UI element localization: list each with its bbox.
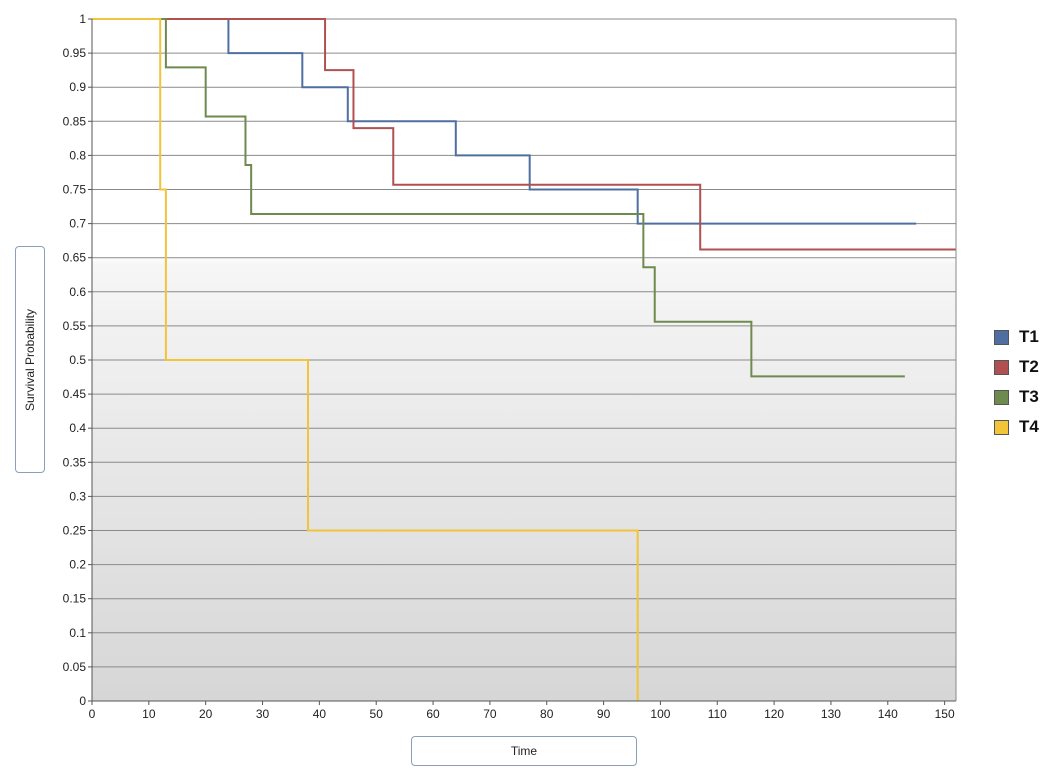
y-tick-label: 0.85 (63, 114, 87, 128)
x-tick-labels: 0 10 20 30 40 50 60 70 80 90 100 110 120 130 140 150 (89, 701, 955, 721)
x-tick-label: 80 (540, 707, 554, 721)
y-tick-label: 0.2 (69, 558, 86, 572)
y-tick-label: 0.15 (63, 592, 87, 606)
x-tick-label: 90 (597, 707, 611, 721)
x-axis-title-box: Time (411, 736, 637, 766)
y-tick-label: 0.6 (69, 285, 86, 299)
y-tick-label: 0.35 (63, 455, 87, 469)
y-tick-label: 0.9 (69, 80, 86, 94)
series-line-t2 (92, 18, 956, 251)
series-line-t4 (92, 18, 639, 701)
series-line-t1 (92, 18, 917, 225)
legend-swatch (994, 419, 1009, 435)
x-tick-label: 60 (426, 707, 440, 721)
legend-swatch (994, 329, 1009, 345)
x-tick-label: 30 (256, 707, 270, 721)
x-tick-label: 40 (313, 707, 327, 721)
x-tick-label: 140 (878, 707, 898, 721)
x-tick-label: 100 (650, 707, 670, 721)
y-tick-label: 0.8 (69, 148, 86, 162)
y-tick-label: 0.3 (69, 489, 86, 503)
legend-label: T2 (1019, 357, 1039, 376)
legend-item-t3: T3 (994, 382, 1039, 412)
legend-label: T4 (1019, 417, 1039, 436)
y-tick-label: 0.7 (69, 217, 86, 231)
y-axis-title-box: Survival Probability (15, 246, 45, 473)
x-axis-title: Time (510, 744, 538, 758)
x-tick-label: 120 (764, 707, 784, 721)
y-tick-label: 0.05 (63, 660, 87, 674)
y-tick-label: 0 (79, 694, 86, 708)
x-tick-label: 70 (483, 707, 497, 721)
grid-lines (92, 18, 956, 702)
legend-item-t2: T2 (994, 352, 1039, 382)
legend-swatch (994, 359, 1009, 375)
legend-item-t4: T4 (994, 412, 1039, 442)
legend-label: T1 (1019, 327, 1039, 346)
series-lines (92, 18, 956, 701)
x-tick-label: 110 (708, 707, 727, 721)
legend-swatch (994, 389, 1009, 405)
y-tick-label: 0.4 (69, 421, 86, 435)
x-tick-label: 0 (89, 707, 96, 721)
y-axis-title: Survival Probability (23, 308, 37, 411)
y-tick-label: 0.1 (69, 626, 86, 640)
y-tick-label: 0.55 (63, 319, 87, 333)
series-line-t3 (92, 18, 905, 378)
x-tick-label: 50 (370, 707, 384, 721)
y-tick-label: 0.5 (69, 353, 86, 367)
legend-label: T3 (1019, 387, 1039, 406)
x-tick-label: 20 (199, 707, 213, 721)
y-tick-label: 0.75 (63, 183, 87, 197)
x-tick-label: 150 (935, 707, 955, 721)
y-tick-label: 1 (79, 12, 86, 26)
y-tick-label: 0.25 (63, 524, 87, 538)
y-tick-labels: 0 0.05 0.1 0.15 0.2 0.25 0.3 0.35 0.4 0.45 0.5 0.55… (63, 12, 92, 708)
y-tick-label: 0.65 (63, 251, 87, 265)
y-tick-label: 0.45 (63, 387, 87, 401)
x-tick-label: 130 (821, 707, 841, 721)
y-tick-label: 0.95 (63, 46, 87, 60)
x-tick-label: 10 (142, 707, 156, 721)
legend: T1 T2 T3 T4 (994, 322, 1039, 442)
legend-item-t1: T1 (994, 322, 1039, 352)
